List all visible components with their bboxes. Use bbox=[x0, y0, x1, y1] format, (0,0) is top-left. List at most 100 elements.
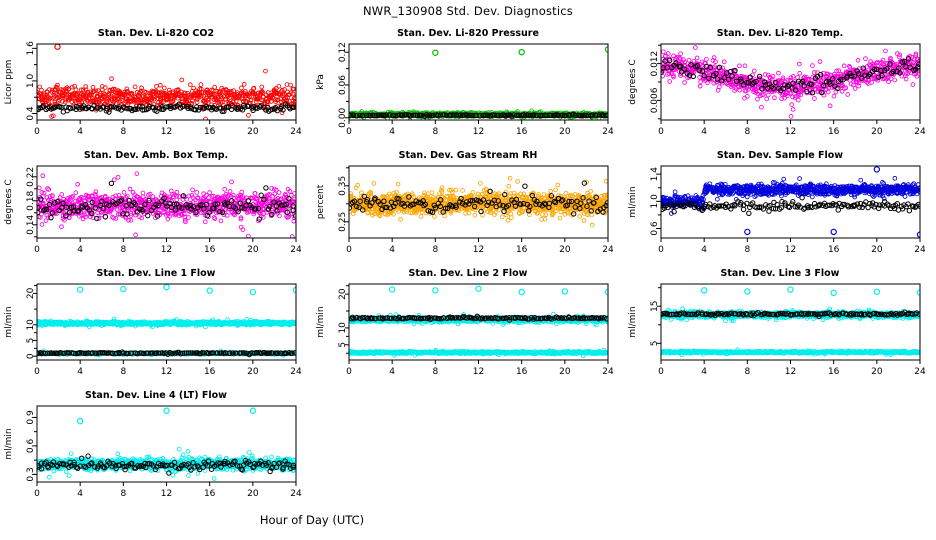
y-tick-label: 0.18 bbox=[26, 191, 36, 211]
y-axis-label: ml/min bbox=[4, 428, 14, 459]
x-tick-label: 0 bbox=[346, 127, 352, 137]
x-tick-label: 20 bbox=[247, 367, 259, 377]
y-tick-label: 0 bbox=[26, 353, 36, 359]
series-raw bbox=[37, 44, 296, 120]
y-tick-label: 20 bbox=[26, 287, 36, 299]
x-axis: 0 4 8 12 16 20 24 bbox=[34, 360, 302, 377]
plot-area: 0 4 8 12 16 20 24 0.006 0.012 degrees C bbox=[628, 43, 926, 137]
y-axis: 0.25 0.35 bbox=[338, 167, 349, 232]
x-tick-label: 16 bbox=[828, 127, 840, 137]
x-tick-label: 20 bbox=[247, 245, 259, 255]
x-tick-label: 12 bbox=[785, 127, 796, 137]
series-band-low bbox=[349, 347, 608, 359]
y-axis: 0.006 0.012 bbox=[650, 44, 661, 120]
x-tick-label: 4 bbox=[701, 245, 707, 255]
x-tick-label: 24 bbox=[602, 127, 614, 137]
x-tick-label: 12 bbox=[785, 367, 796, 377]
data-points bbox=[37, 284, 296, 358]
x-tick-label: 20 bbox=[247, 127, 259, 137]
plot-area: 0 4 8 12 16 20 24 0.14 0.18 0.22 degrees C bbox=[4, 165, 302, 255]
x-tick-label: 16 bbox=[828, 245, 840, 255]
x-tick-label: 8 bbox=[432, 245, 438, 255]
x-tick-label: 0 bbox=[34, 489, 40, 499]
data-points bbox=[37, 171, 296, 238]
y-axis-label: ml/min bbox=[628, 306, 638, 337]
y-tick-label: 5 bbox=[338, 342, 348, 348]
x-axis: 0 4 8 12 16 20 24 bbox=[658, 360, 926, 377]
x-tick-label: 4 bbox=[701, 127, 707, 137]
series-hourly-mean bbox=[661, 56, 920, 96]
series-band-low bbox=[661, 347, 920, 358]
y-tick-label: 0.35 bbox=[338, 176, 348, 196]
x-tick-label: 20 bbox=[559, 127, 571, 137]
plot-area: 0 4 8 12 16 20 24 0.25 0.35 percent bbox=[316, 165, 614, 255]
y-axis: 0.00 0.06 0.12 bbox=[338, 42, 349, 128]
chart-panel: Stan. Dev. Line 1 Flow 0 4 8 12 16 20 24 0 5 10 20 m… bbox=[0, 268, 312, 390]
x-tick-label: 16 bbox=[516, 367, 528, 377]
series-raw bbox=[349, 46, 608, 120]
y-axis-label: Licor ppm bbox=[4, 60, 14, 105]
x-axis: 0 4 8 12 16 20 24 bbox=[346, 120, 614, 137]
x-tick-label: 24 bbox=[290, 489, 302, 499]
x-tick-label: 20 bbox=[871, 367, 883, 377]
x-tick-label: 12 bbox=[161, 127, 172, 137]
x-tick-label: 8 bbox=[120, 367, 126, 377]
y-tick-label: 1.4 bbox=[650, 167, 660, 182]
x-tick-label: 4 bbox=[389, 367, 395, 377]
series-spikes bbox=[388, 285, 608, 296]
data-points bbox=[661, 45, 920, 119]
series-hourly-mean bbox=[349, 180, 608, 217]
x-tick-label: 24 bbox=[602, 245, 614, 255]
plot-area: 0 4 8 12 16 20 24 0.4 1.0 1.6 Licor ppm bbox=[4, 41, 302, 137]
y-tick-label: 5 bbox=[650, 340, 660, 346]
y-axis-label: ml/min bbox=[4, 306, 14, 337]
panel-title: Stan. Dev. Line 1 Flow bbox=[96, 268, 216, 279]
x-tick-label: 20 bbox=[871, 127, 883, 137]
series-raw bbox=[661, 45, 920, 119]
y-axis: 5 10 20 bbox=[338, 285, 349, 354]
panel-title: Stan. Dev. Line 2 Flow bbox=[408, 268, 528, 279]
x-tick-label: 12 bbox=[473, 245, 484, 255]
series-band-high bbox=[37, 316, 296, 330]
y-axis-label: ml/min bbox=[316, 306, 326, 337]
series-spikes bbox=[76, 284, 296, 296]
x-tick-label: 24 bbox=[914, 367, 926, 377]
x-axis: 0 4 8 12 16 20 24 bbox=[34, 120, 302, 137]
chart-panel: Stan. Dev. Li-820 Temp. 0 4 8 12 16 20 24 0.006 0… bbox=[624, 28, 936, 150]
data-points bbox=[349, 285, 608, 359]
x-axis: 0 4 8 12 16 20 24 bbox=[346, 360, 614, 377]
y-axis-label: degrees C bbox=[628, 59, 638, 104]
x-tick-label: 0 bbox=[346, 245, 352, 255]
series-spikes bbox=[700, 286, 920, 297]
x-tick-label: 12 bbox=[473, 127, 484, 137]
page-title: NWR_130908 Std. Dev. Diagnostics bbox=[363, 4, 573, 18]
y-tick-label: 10 bbox=[338, 322, 348, 334]
x-tick-label: 8 bbox=[744, 367, 750, 377]
data-points bbox=[37, 44, 296, 120]
y-tick-label: 20 bbox=[338, 288, 348, 300]
y-tick-label: 0.6 bbox=[650, 221, 660, 236]
x-tick-label: 20 bbox=[559, 245, 571, 255]
x-tick-label: 4 bbox=[389, 245, 395, 255]
panel-title: Stan. Dev. Amb. Box Temp. bbox=[83, 150, 229, 161]
y-tick-label: 0.22 bbox=[26, 167, 36, 187]
x-tick-label: 8 bbox=[744, 245, 750, 255]
y-tick-label: 5 bbox=[26, 338, 36, 344]
data-points bbox=[661, 166, 920, 238]
chart-panel: Stan. Dev. Line 3 Flow 0 4 8 12 16 20 24 5 15 ml/m… bbox=[624, 268, 936, 390]
x-tick-label: 16 bbox=[516, 127, 528, 137]
x-tick-label: 0 bbox=[34, 127, 40, 137]
x-tick-label: 24 bbox=[290, 127, 302, 137]
x-tick-label: 12 bbox=[161, 489, 172, 499]
x-tick-label: 8 bbox=[432, 127, 438, 137]
data-points bbox=[37, 407, 296, 481]
x-axis-label: Hour of Day (UTC) bbox=[259, 513, 365, 527]
y-tick-label: 0.14 bbox=[26, 215, 36, 235]
x-tick-label: 16 bbox=[516, 245, 528, 255]
series-hourly-mean bbox=[37, 349, 296, 358]
x-axis: 0 4 8 12 16 20 24 bbox=[658, 238, 926, 255]
series-hourly-mean bbox=[37, 101, 296, 115]
series-hourly-mean bbox=[349, 313, 608, 323]
x-tick-label: 8 bbox=[120, 245, 126, 255]
x-tick-label: 20 bbox=[247, 489, 259, 499]
